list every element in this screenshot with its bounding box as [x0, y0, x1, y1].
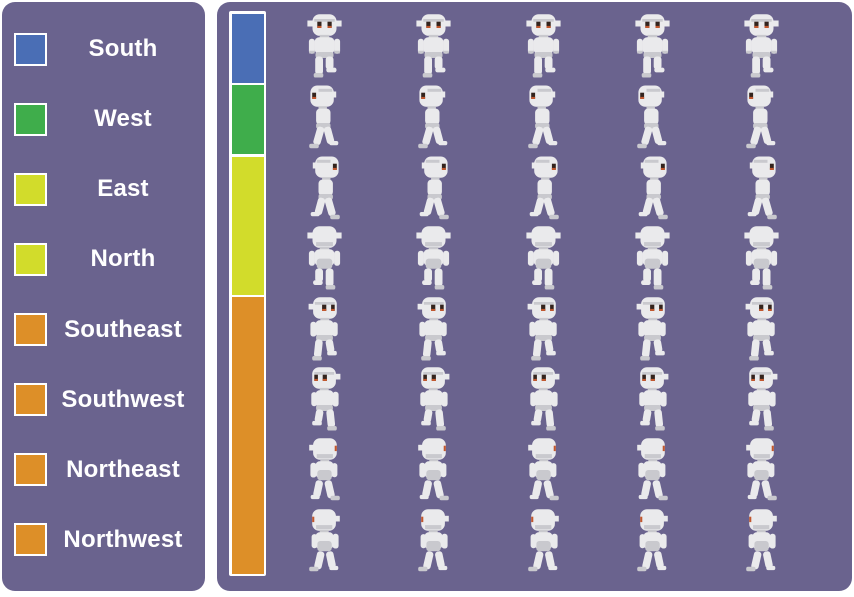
sprite-north-frame-4 — [598, 223, 707, 294]
legend-swatch-northeast — [14, 453, 47, 487]
sprite-southwest-frame-4 — [598, 364, 707, 435]
direction-color-bar — [229, 11, 266, 576]
sprite-west-frame-1 — [270, 82, 379, 153]
sprite-southwest-frame-5 — [707, 364, 816, 435]
sprite-southeast-frame-1 — [270, 294, 379, 365]
legend-swatch-west — [14, 102, 47, 136]
sprite-west-frame-5 — [707, 82, 816, 153]
legend-item-north: North — [2, 242, 205, 276]
sprite-northeast-frame-5 — [707, 435, 816, 506]
sprite-west-frame-4 — [598, 82, 707, 153]
sprite-southwest-frame-2 — [379, 364, 488, 435]
legend-label-northwest: Northwest — [63, 525, 183, 553]
legend-item-west: West — [2, 102, 205, 136]
sprite-northwest-frame-2 — [379, 505, 488, 576]
sprite-east-frame-3 — [488, 152, 597, 223]
sprite-row-south — [270, 11, 816, 82]
legend-label-south: South — [88, 35, 158, 63]
sprite-north-frame-2 — [379, 223, 488, 294]
bar-segment-east-north — [231, 156, 264, 295]
legend-label-east: East — [97, 175, 149, 203]
sprite-northwest-frame-5 — [707, 505, 816, 576]
legend-label-southeast: Southeast — [64, 315, 182, 343]
sprite-north-frame-1 — [270, 223, 379, 294]
sprite-northeast-frame-1 — [270, 435, 379, 506]
sprite-southeast-frame-5 — [707, 294, 816, 365]
sprite-south-frame-3 — [488, 11, 597, 82]
sprite-south-frame-4 — [598, 11, 707, 82]
sprite-east-frame-5 — [707, 152, 816, 223]
bar-segment-west — [231, 85, 264, 155]
legend-item-northeast: Northeast — [2, 453, 205, 487]
sprite-row-east — [270, 152, 816, 223]
legend-swatch-east — [14, 172, 47, 206]
legend-item-northwest: Northwest — [2, 523, 205, 557]
legend-item-south: South — [2, 32, 205, 66]
sprite-northwest-frame-3 — [488, 505, 597, 576]
sprite-east-frame-4 — [598, 152, 707, 223]
sprite-west-frame-3 — [488, 82, 597, 153]
sprite-southeast-frame-4 — [598, 294, 707, 365]
sprite-west-frame-2 — [379, 82, 488, 153]
sprite-south-frame-2 — [379, 11, 488, 82]
sprite-north-frame-3 — [488, 223, 597, 294]
legend-item-southwest: Southwest — [2, 383, 205, 417]
sprite-northeast-frame-3 — [488, 435, 597, 506]
sprite-northwest-frame-1 — [270, 505, 379, 576]
legend-label-west: West — [94, 105, 152, 133]
sprite-row-northwest — [270, 505, 816, 576]
sprite-row-southwest — [270, 364, 816, 435]
sprite-southeast-frame-3 — [488, 294, 597, 365]
sprite-east-frame-1 — [270, 152, 379, 223]
sprite-north-frame-5 — [707, 223, 816, 294]
legend-item-southeast: Southeast — [2, 313, 205, 347]
sprite-southwest-frame-1 — [270, 364, 379, 435]
sprite-row-west — [270, 82, 816, 153]
legend-swatch-southwest — [14, 383, 47, 417]
sprite-northeast-frame-4 — [598, 435, 707, 506]
sprite-sheet-panel — [217, 2, 852, 591]
legend-label-southwest: Southwest — [61, 385, 185, 413]
legend-item-east: East — [2, 172, 205, 206]
legend-swatch-north — [14, 242, 47, 276]
sprite-east-frame-2 — [379, 152, 488, 223]
sprite-south-frame-1 — [270, 11, 379, 82]
sprite-northwest-frame-4 — [598, 505, 707, 576]
sprite-grid — [266, 11, 838, 576]
bar-segment-diagonals — [231, 297, 264, 574]
sprite-southwest-frame-3 — [488, 364, 597, 435]
legend-swatch-south — [14, 32, 47, 66]
legend-panel: South West East North Southeast Southwes… — [2, 2, 205, 591]
sprite-southeast-frame-2 — [379, 294, 488, 365]
sprite-row-northeast — [270, 435, 816, 506]
bar-segment-south — [231, 13, 264, 83]
sprite-row-southeast — [270, 294, 816, 365]
sprite-row-north — [270, 223, 816, 294]
sprite-south-frame-5 — [707, 11, 816, 82]
legend-swatch-southeast — [14, 313, 47, 347]
legend-label-north: North — [90, 245, 156, 273]
legend-swatch-northwest — [14, 523, 47, 557]
sprite-northeast-frame-2 — [379, 435, 488, 506]
legend-label-northeast: Northeast — [66, 455, 180, 483]
